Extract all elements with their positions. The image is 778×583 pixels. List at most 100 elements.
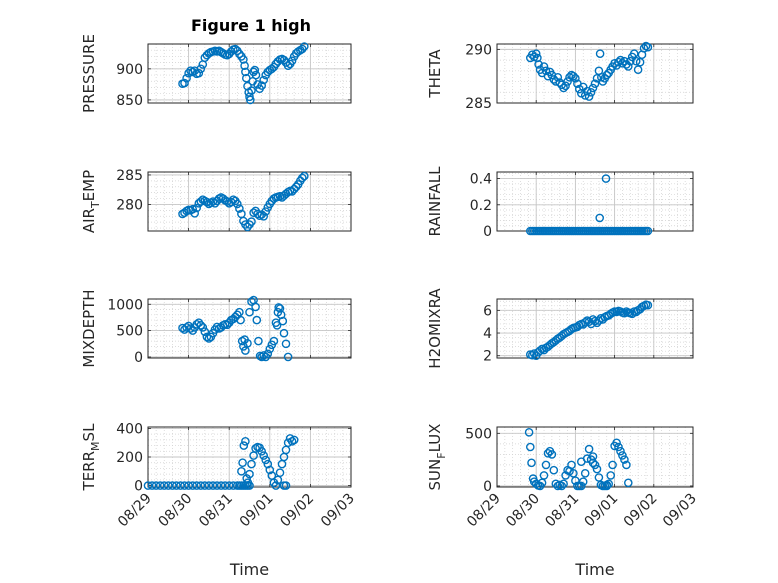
data-point [265, 465, 275, 475]
data-point [592, 464, 602, 474]
data-point [595, 213, 605, 223]
axes-box [496, 43, 694, 104]
y-axis-label-tail: SL [80, 423, 98, 442]
data-point [279, 55, 289, 65]
data-point [590, 79, 600, 88]
y-axis-label: RAINFALL [426, 166, 444, 237]
data-point [275, 468, 285, 478]
data-point [251, 70, 261, 80]
data-point [578, 477, 588, 487]
y-axis-label-main: MIXDEPTH [80, 289, 98, 367]
data-point [243, 338, 252, 348]
y-axis-label: THETA [426, 49, 444, 99]
data-point [143, 481, 153, 490]
data-point [265, 344, 275, 354]
y-axis-label-subscript: F [435, 452, 448, 458]
data-point [287, 436, 297, 446]
y-axis-label: TERRMSL [80, 423, 102, 492]
data-point [283, 352, 293, 362]
data-point [561, 81, 570, 91]
data-point [271, 481, 281, 490]
axes-box [147, 171, 352, 232]
data-point [257, 446, 267, 456]
data-point [204, 334, 214, 343]
data-point [241, 67, 250, 77]
data-point [287, 56, 297, 66]
data-point [216, 481, 226, 490]
data-point [297, 44, 307, 54]
data-point [526, 442, 535, 452]
data-point [616, 446, 625, 456]
data-point [190, 208, 199, 218]
y-axis-label: AIRTEMP [80, 170, 102, 233]
data-point [241, 436, 250, 446]
data-point [259, 351, 269, 360]
data-point [263, 349, 273, 359]
data-point [245, 95, 255, 105]
data-point [580, 468, 590, 478]
data-point [239, 441, 249, 450]
data-point [557, 481, 567, 491]
y-tick-label: 4 [483, 326, 492, 342]
x-axis-label: Time [229, 560, 269, 579]
data-point [194, 68, 204, 78]
data-point [242, 474, 251, 483]
data-point [590, 460, 600, 470]
data-point [212, 481, 222, 490]
data-point [186, 324, 195, 333]
data-point [261, 455, 271, 465]
data-point [639, 44, 649, 53]
y-axis-label-main: SUN [426, 459, 444, 491]
data-point [208, 481, 218, 490]
data-point [597, 73, 606, 82]
data-point [549, 465, 559, 475]
data-point [261, 207, 271, 216]
data-point [531, 49, 541, 59]
data-point [584, 92, 594, 101]
data-point [272, 320, 282, 330]
data-point [243, 222, 252, 232]
y-tick-label: 500 [465, 426, 492, 442]
data-point [228, 481, 238, 490]
y-tick-label: 290 [465, 42, 492, 58]
data-point [250, 65, 260, 75]
data-point [279, 328, 289, 338]
data-point [539, 62, 549, 71]
data-point [247, 217, 256, 226]
data-point [238, 458, 247, 468]
data-point [235, 204, 244, 213]
data-point [182, 73, 191, 83]
data-point [202, 332, 212, 342]
data-point [534, 60, 543, 69]
subplot-pressure: 850 900 PRESSURE [80, 34, 352, 113]
y-tick-label: 0 [483, 479, 492, 495]
data-point [577, 481, 586, 491]
data-point [524, 427, 534, 437]
data-point [151, 481, 161, 490]
subplot-h2o-mixing-ratio: 2 4 6 H2OMIXRA [426, 288, 694, 369]
y-tick-label: 2 [483, 349, 492, 365]
data-point [635, 57, 645, 67]
x-axis-label: Time [574, 560, 614, 579]
data-point [631, 56, 641, 66]
data-point [614, 442, 623, 452]
y-tick-label: 0.2 [470, 198, 492, 214]
data-point [235, 49, 244, 59]
data-point [586, 88, 596, 97]
data-point [281, 339, 291, 349]
y-tick-label: 285 [465, 96, 492, 112]
data-point [251, 302, 260, 312]
data-point [247, 459, 256, 469]
data-point [259, 211, 269, 221]
y-axis-label-subscript: M [89, 441, 102, 451]
data-point [299, 42, 309, 51]
data-point [274, 303, 284, 312]
data-point [569, 71, 578, 81]
y-tick-label: 1000 [107, 297, 143, 313]
data-point [147, 481, 157, 490]
data-point [252, 315, 262, 325]
data-point [253, 80, 262, 89]
data-point [608, 460, 617, 470]
data-point [624, 478, 633, 488]
data-point [565, 73, 574, 82]
